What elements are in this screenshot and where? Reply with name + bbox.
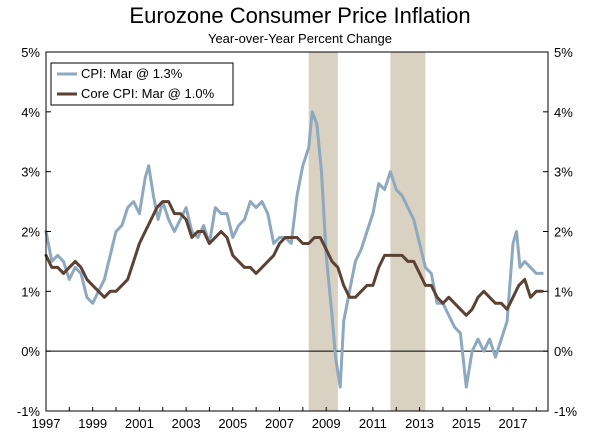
chart-subtitle: Year-over-Year Percent Change <box>207 31 393 46</box>
y-tick-label-right: 4% <box>554 105 573 120</box>
y-tick-label-left: 1% <box>21 284 40 299</box>
x-axis: 1997 1999 2001 2003 2005 2007 2009 2011 2013 2015… <box>32 407 537 431</box>
y-tick-label-right: 0% <box>554 344 573 359</box>
y-tick-label-right: -1% <box>554 404 578 419</box>
x-tick-label: 1999 <box>78 416 107 431</box>
y-tick-label-left: 4% <box>21 105 40 120</box>
x-tick-label: 2001 <box>125 416 154 431</box>
recession-band-2 <box>390 52 426 411</box>
x-tick-label: 2005 <box>218 416 247 431</box>
y-tick-label-left: 3% <box>21 165 40 180</box>
legend-label-core-cpi: Core CPI: Mar @ 1.0% <box>81 86 215 101</box>
series-lines <box>44 110 544 389</box>
x-tick-label: 2017 <box>499 416 528 431</box>
plot-frame <box>45 51 549 412</box>
legend-label-cpi: CPI: Mar @ 1.3% <box>81 66 183 81</box>
y-tick-label-right: 1% <box>554 284 573 299</box>
y-axis-left: -1% 0% 1% 2% 3% 4% 5% <box>17 45 51 419</box>
legend-box <box>50 62 234 106</box>
series-line-core-cpi <box>44 200 544 317</box>
y-tick-label-right: 2% <box>554 225 573 240</box>
y-tick-label-left: 0% <box>21 344 40 359</box>
recession-band-1 <box>308 52 338 411</box>
y-axis-right: -1% 0% 1% 2% 3% 4% 5% <box>543 45 578 419</box>
y-tick-label-right: 3% <box>554 165 573 180</box>
y-tick-label-left: -1% <box>17 404 41 419</box>
y-tick-label-right: 5% <box>554 45 573 60</box>
y-tick-label-left: 2% <box>21 225 40 240</box>
x-tick-label: 1997 <box>32 416 61 431</box>
y-tick-label-left: 5% <box>21 45 40 60</box>
x-tick-label: 2011 <box>359 416 387 431</box>
x-tick-label: 2015 <box>452 416 481 431</box>
x-tick-label: 2007 <box>265 416 294 431</box>
x-tick-label: 2013 <box>405 416 434 431</box>
plot-border <box>45 51 549 412</box>
x-tick-label: 2009 <box>312 416 341 431</box>
chart-title: Eurozone Consumer Price Inflation <box>129 3 471 28</box>
x-tick-label: 2003 <box>172 416 201 431</box>
series-line-cpi <box>44 110 544 389</box>
legend: CPI: Mar @ 1.3% Core CPI: Mar @ 1.0% <box>50 62 234 106</box>
